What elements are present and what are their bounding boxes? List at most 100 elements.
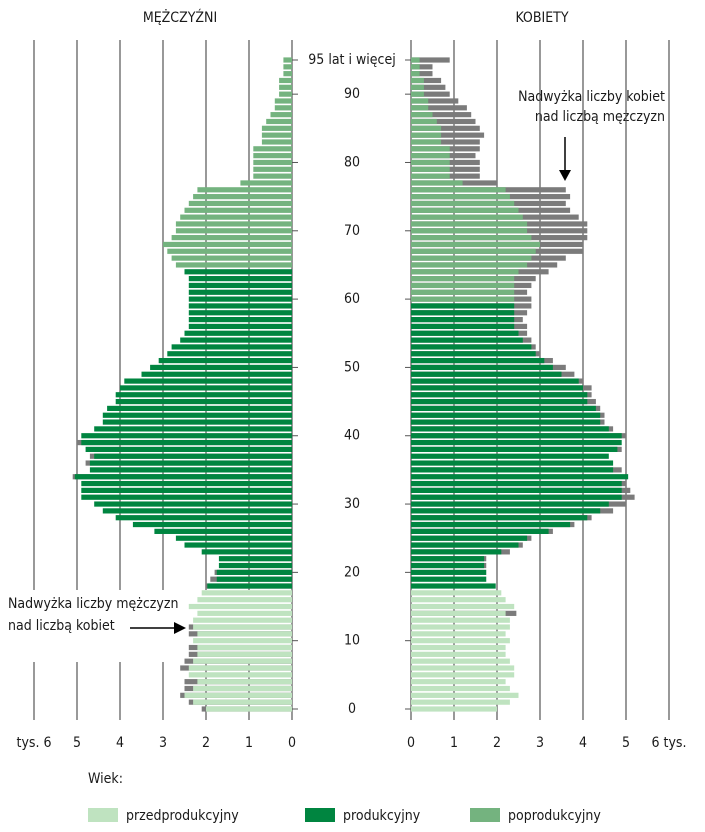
bar (85, 446, 292, 452)
bar (411, 235, 532, 241)
bar (411, 631, 506, 637)
bar (253, 159, 292, 166)
bar (171, 235, 292, 241)
bar (81, 439, 292, 446)
bar (188, 603, 292, 610)
bar (411, 549, 502, 555)
bar (411, 180, 463, 186)
x-tick-label: 2 (202, 735, 210, 751)
bar (89, 460, 293, 466)
bar (411, 276, 515, 282)
bar (411, 330, 519, 336)
bar (184, 269, 292, 275)
bar (283, 71, 292, 77)
annotation-arrowhead (559, 170, 571, 181)
bar (188, 200, 292, 207)
bar (270, 112, 292, 118)
bar (411, 460, 614, 466)
annotation: nad liczbą kobiet (8, 618, 115, 634)
bar (158, 357, 292, 364)
y-tick-label: 50 (344, 359, 360, 375)
bar (411, 562, 485, 569)
bar (411, 118, 437, 125)
bar (411, 679, 506, 685)
excess-bar (411, 139, 480, 145)
bar (102, 419, 292, 425)
y-tick-label: 60 (344, 291, 360, 307)
bar (74, 474, 292, 480)
bar (411, 494, 622, 500)
bar (171, 344, 292, 350)
bar (411, 439, 622, 446)
bar (411, 487, 622, 493)
bar (411, 638, 510, 644)
bar (150, 364, 292, 371)
bar (107, 405, 292, 412)
bar (411, 590, 502, 596)
bar (411, 214, 523, 220)
bar (102, 508, 292, 514)
bar (411, 248, 536, 254)
bar (411, 603, 515, 610)
bar (411, 371, 562, 377)
bar (411, 583, 496, 589)
bar (188, 665, 292, 671)
bar (253, 166, 292, 172)
bar (197, 651, 292, 657)
bar (411, 651, 506, 657)
bar (411, 255, 532, 261)
bar (411, 91, 424, 97)
y-tick-label: 90 (344, 86, 360, 102)
bar (411, 385, 583, 391)
bar (218, 556, 292, 562)
excess-bar (411, 125, 480, 131)
bar (218, 562, 292, 569)
bar (411, 474, 629, 480)
bar (184, 330, 292, 336)
bar (411, 323, 515, 330)
bar (411, 480, 622, 487)
bar (180, 337, 292, 343)
bar (411, 501, 609, 507)
y-tick-label: 40 (344, 428, 360, 444)
bar (81, 494, 292, 500)
excess-bar (411, 98, 459, 104)
bar (279, 84, 292, 90)
bar (180, 214, 292, 220)
bar (411, 112, 433, 118)
bar (188, 323, 292, 330)
bar (184, 542, 292, 548)
bar (193, 685, 292, 692)
bar (411, 98, 429, 104)
bar (115, 392, 292, 398)
legend-swatch (470, 808, 500, 822)
bar (411, 617, 510, 623)
bar (201, 549, 292, 555)
bar (81, 433, 292, 439)
bar (411, 398, 588, 405)
y-tick-label: 80 (344, 154, 360, 170)
excess-bar (411, 84, 446, 90)
bar (411, 132, 442, 138)
bar (207, 583, 292, 589)
bar (197, 631, 292, 637)
bar (411, 105, 429, 111)
bar (411, 453, 609, 459)
annotation-arrowhead (174, 622, 186, 634)
legend-label: poprodukcyjny (508, 808, 601, 824)
y-tick-label: 10 (344, 633, 360, 649)
annotation: Nadwyżka liczby mężczyzn (8, 596, 178, 612)
bar (261, 139, 292, 145)
bar (411, 153, 450, 159)
bar (411, 624, 510, 630)
bar (193, 617, 292, 623)
bar (411, 357, 545, 364)
bar (411, 405, 596, 412)
bar (120, 385, 292, 391)
bar (411, 535, 528, 541)
x-tick-label: 5 (622, 735, 630, 751)
bar (175, 535, 292, 541)
bar (411, 364, 553, 371)
bar (411, 303, 515, 309)
bar (411, 159, 450, 166)
